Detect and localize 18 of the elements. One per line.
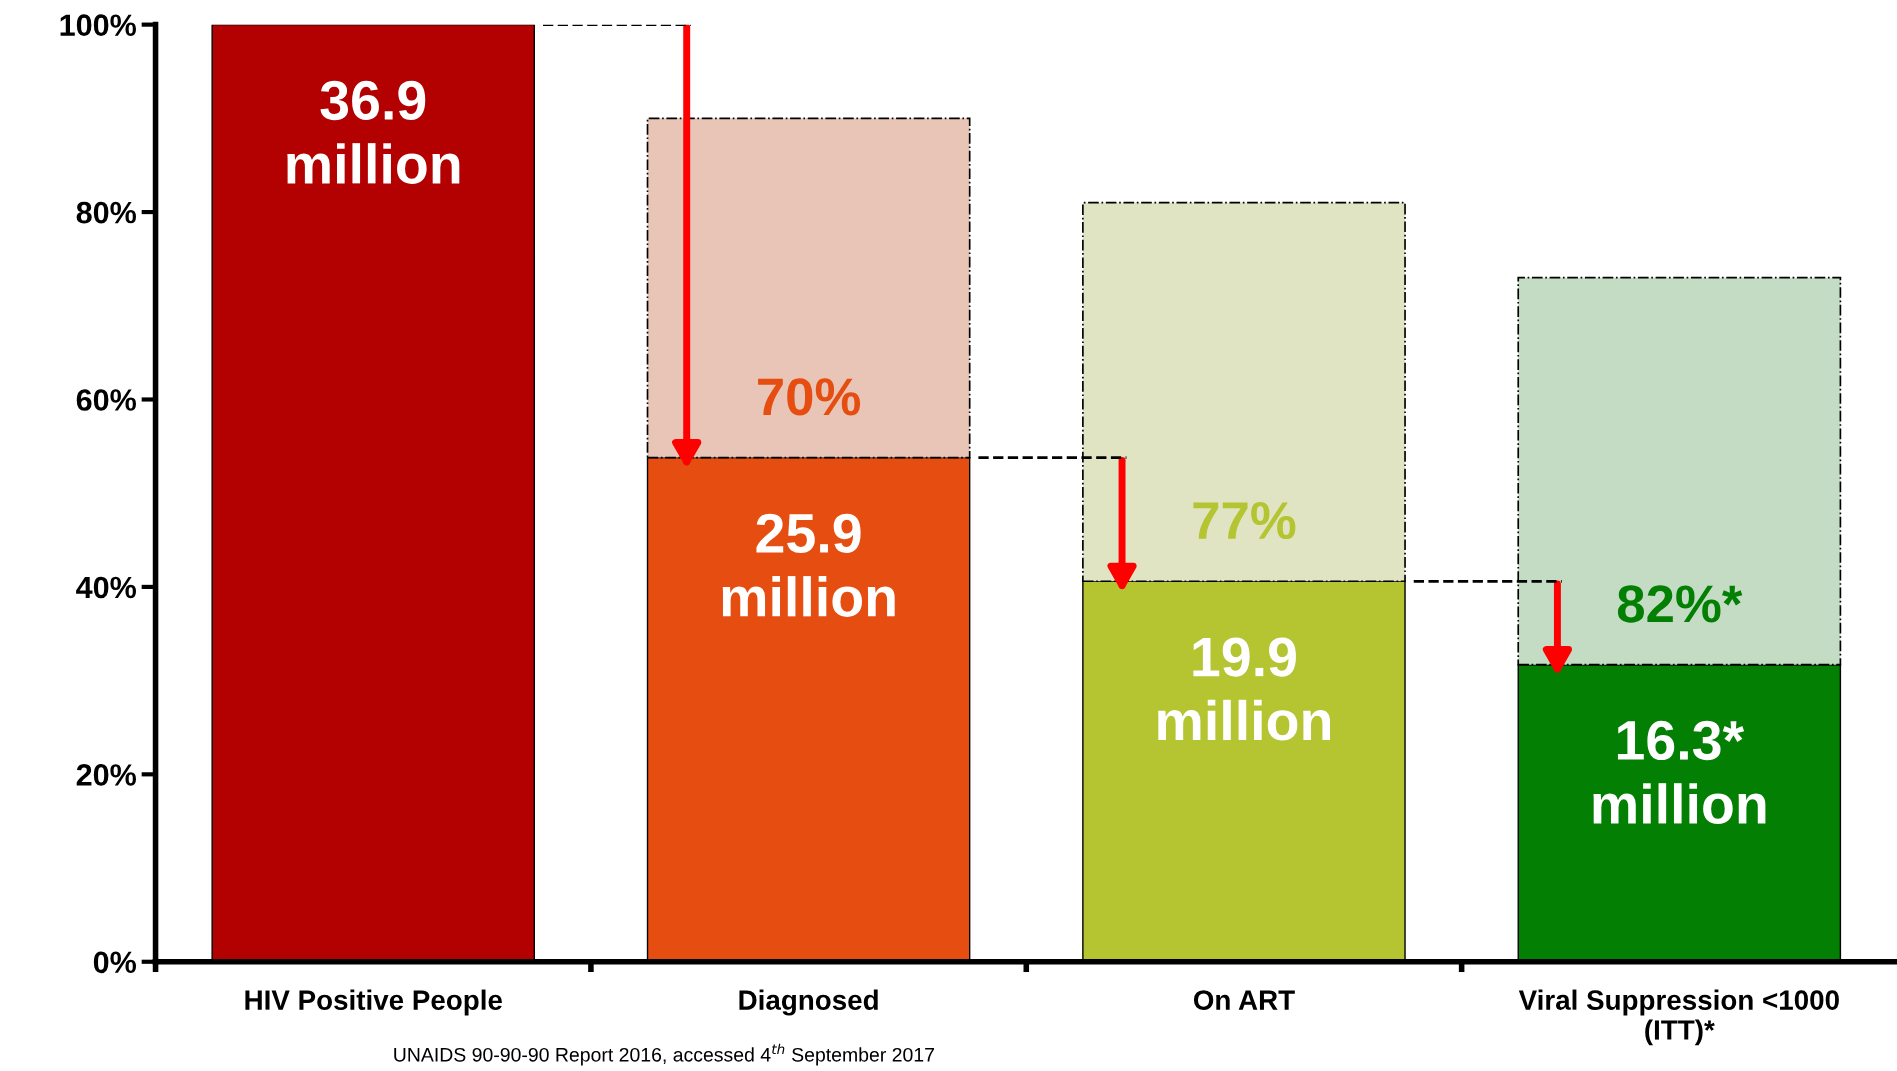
x-tick-label: Viral Suppression <1000 (ITT)* bbox=[1518, 989, 1839, 1046]
y-tick-label: 20% bbox=[76, 764, 136, 786]
y-tick-label: 100% bbox=[60, 14, 136, 37]
y-tick-label: 0% bbox=[93, 951, 136, 974]
y-tick-label: 60% bbox=[76, 389, 136, 411]
annotation: 36.9 million bbox=[287, 80, 460, 184]
annotation: 82%* bbox=[1617, 585, 1743, 623]
y-tick-label: 80% bbox=[76, 201, 136, 224]
annotation: 16.3* million bbox=[1593, 720, 1766, 824]
annotation: 19.9 million bbox=[1158, 637, 1331, 741]
x-tick-label: HIV Positive People bbox=[245, 989, 502, 1016]
y-tick-label: 40% bbox=[76, 576, 136, 599]
x-tick-label: Diagnosed bbox=[739, 989, 878, 1016]
annotation: 25.9 million bbox=[722, 513, 895, 617]
x-tick-label: On ART bbox=[1193, 990, 1295, 1010]
annotation: 77% bbox=[1193, 501, 1296, 540]
annotation: 70% bbox=[758, 378, 861, 416]
text: UNAIDS 90-90-90 Report 2016, accessed 4$^{th}$ September 2017 bbox=[394, 1043, 934, 1066]
